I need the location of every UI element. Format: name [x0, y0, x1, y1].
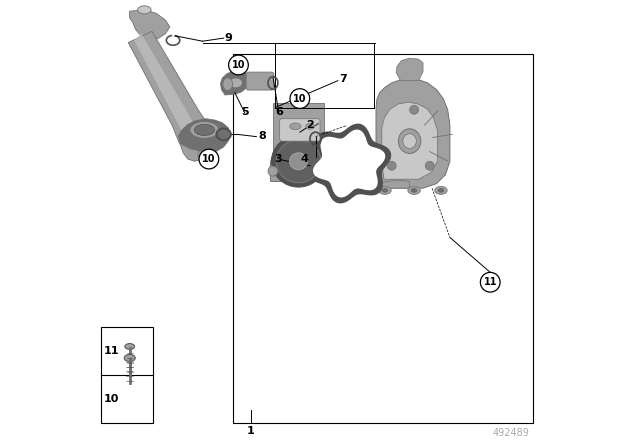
Polygon shape	[221, 71, 252, 95]
Ellipse shape	[271, 135, 325, 187]
Bar	[233, 54, 532, 423]
Text: 5: 5	[241, 107, 249, 117]
Ellipse shape	[412, 189, 417, 192]
Text: 11: 11	[104, 346, 119, 356]
Text: 10: 10	[293, 94, 307, 103]
Bar	[273, 103, 324, 181]
Ellipse shape	[268, 166, 278, 176]
Polygon shape	[308, 124, 390, 203]
Circle shape	[481, 272, 500, 292]
Circle shape	[290, 89, 310, 108]
Polygon shape	[376, 180, 410, 188]
Text: 6: 6	[275, 107, 283, 116]
Circle shape	[228, 55, 248, 75]
Ellipse shape	[410, 105, 419, 114]
Ellipse shape	[223, 78, 233, 90]
Ellipse shape	[190, 121, 219, 138]
Ellipse shape	[425, 161, 435, 170]
Polygon shape	[396, 58, 423, 81]
Text: 9: 9	[224, 33, 232, 43]
Ellipse shape	[282, 125, 320, 143]
Polygon shape	[130, 10, 170, 40]
Text: 10: 10	[232, 60, 245, 70]
Text: 4: 4	[301, 155, 308, 164]
Ellipse shape	[124, 354, 135, 362]
Ellipse shape	[438, 189, 444, 192]
Ellipse shape	[290, 123, 301, 130]
FancyBboxPatch shape	[246, 72, 274, 90]
Ellipse shape	[387, 161, 396, 170]
Polygon shape	[128, 31, 212, 161]
Polygon shape	[134, 33, 201, 150]
Ellipse shape	[195, 125, 214, 136]
Ellipse shape	[230, 78, 242, 87]
Polygon shape	[376, 78, 450, 188]
Text: 10: 10	[104, 394, 119, 404]
Text: 7: 7	[339, 74, 347, 84]
FancyBboxPatch shape	[280, 119, 320, 141]
Text: 10: 10	[202, 154, 216, 164]
Ellipse shape	[138, 6, 151, 14]
Ellipse shape	[398, 129, 421, 154]
Ellipse shape	[408, 186, 420, 194]
Ellipse shape	[276, 140, 321, 183]
Ellipse shape	[379, 186, 391, 194]
Ellipse shape	[306, 124, 315, 129]
Text: 3: 3	[275, 154, 282, 164]
Polygon shape	[382, 102, 437, 179]
Text: 8: 8	[258, 131, 266, 141]
Ellipse shape	[435, 186, 447, 194]
Ellipse shape	[125, 344, 134, 349]
Polygon shape	[270, 132, 333, 181]
Text: 2: 2	[307, 120, 314, 129]
Ellipse shape	[289, 153, 307, 170]
Ellipse shape	[403, 134, 417, 149]
Bar	[101, 327, 153, 423]
Ellipse shape	[198, 150, 211, 159]
Text: 1: 1	[246, 426, 255, 436]
Ellipse shape	[382, 189, 388, 192]
Polygon shape	[313, 129, 385, 198]
Text: 492489: 492489	[493, 428, 530, 438]
Circle shape	[199, 149, 219, 169]
Text: 11: 11	[483, 277, 497, 287]
Polygon shape	[179, 119, 230, 152]
